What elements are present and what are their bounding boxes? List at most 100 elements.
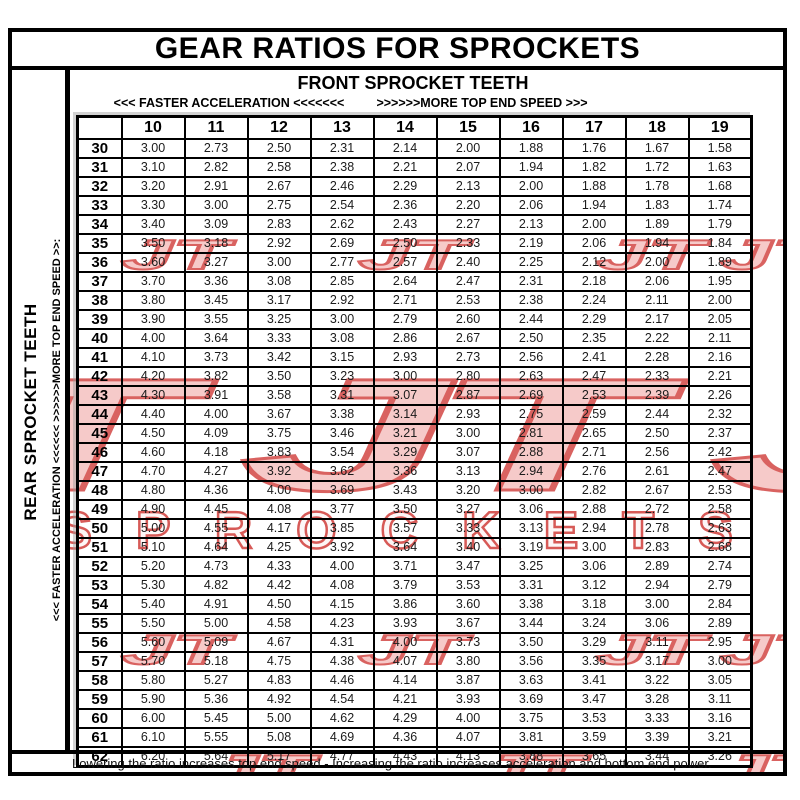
- ratio-cell: 2.87: [435, 384, 501, 406]
- ratio-cell: 5.60: [120, 631, 186, 653]
- ratio-cell: 2.22: [624, 327, 690, 349]
- rear-teeth-header-cell: 31: [76, 156, 123, 178]
- ratio-cell: 3.05: [687, 669, 753, 691]
- ratio-cell: 2.67: [246, 175, 312, 197]
- ratio-cell: 2.92: [246, 232, 312, 254]
- ratio-cell: 3.54: [309, 441, 375, 463]
- ratio-cell: 3.11: [687, 688, 753, 710]
- ratio-cell: 5.10: [120, 536, 186, 558]
- ratio-cell: 3.58: [246, 384, 312, 406]
- ratio-cell: 3.00: [687, 650, 753, 672]
- ratio-cell: 3.00: [561, 536, 627, 558]
- ratio-cell: 2.80: [435, 365, 501, 387]
- ratio-cell: 4.46: [309, 669, 375, 691]
- ratio-cell: 4.50: [246, 593, 312, 615]
- ratio-cell: 3.33: [624, 707, 690, 729]
- rear-teeth-header-cell: 38: [76, 289, 123, 311]
- ratio-cell: 3.57: [372, 517, 438, 539]
- ratio-cell: 3.73: [435, 631, 501, 653]
- ratio-cell: 3.33: [435, 517, 501, 539]
- ratio-table-header-row: 10 11 12 13 14 15 16 17 18 19: [76, 115, 753, 140]
- ratio-cell: 4.62: [309, 707, 375, 729]
- table-row: 40 4.00 3.64 3.33 3.08 2.86 2.67 2.50 2.35 2.22 2.…: [76, 327, 753, 349]
- ratio-cell: 3.50: [120, 232, 186, 254]
- table-row: 48 4.80 4.36 4.00 3.69 3.43 3.20 3.00 2.82 2.67 2.…: [76, 479, 753, 501]
- ratio-cell: 1.72: [624, 156, 690, 178]
- ratio-cell: 3.69: [309, 479, 375, 501]
- ratio-cell: 4.08: [246, 498, 312, 520]
- ratio-cell: 2.00: [624, 251, 690, 273]
- ratio-cell: 3.00: [624, 593, 690, 615]
- ratio-cell: 3.00: [309, 308, 375, 330]
- ratio-cell: 1.82: [561, 156, 627, 178]
- ratio-cell: 3.21: [372, 422, 438, 444]
- ratio-cell: 2.93: [372, 346, 438, 368]
- table-row: 31 3.10 2.82 2.58 2.38 2.21 2.07 1.94 1.82 1.72 1.…: [76, 156, 753, 178]
- table-row: 50 5.00 4.55 4.17 3.85 3.57 3.33 3.13 2.94 2.78 2.…: [76, 517, 753, 539]
- rear-teeth-header-cell: 52: [76, 555, 123, 577]
- rear-sprocket-teeth-label: REAR SPROCKET TEETH: [21, 303, 40, 521]
- rear-teeth-header-cell: 37: [76, 270, 123, 292]
- left-label-zone: REAR SPROCKET TEETH <<< FASTER ACCELERAT…: [12, 70, 70, 750]
- ratio-cell: 2.50: [372, 232, 438, 254]
- ratio-cell: 2.93: [435, 403, 501, 425]
- table-row: 32 3.20 2.91 2.67 2.46 2.29 2.13 2.00 1.88 1.78 1.…: [76, 175, 753, 197]
- ratio-cell: 2.58: [687, 498, 753, 520]
- title-bar: GEAR RATIOS FOR SPROCKETS: [12, 32, 783, 70]
- front-teeth-header-cell: 19: [687, 115, 753, 140]
- ratio-cell: 3.50: [372, 498, 438, 520]
- ratio-cell: 4.45: [183, 498, 249, 520]
- ratio-cell: 3.86: [372, 593, 438, 615]
- ratio-cell: 4.18: [183, 441, 249, 463]
- ratio-cell: 4.00: [372, 631, 438, 653]
- ratio-cell: 1.95: [687, 270, 753, 292]
- ratio-cell: 2.46: [309, 175, 375, 197]
- ratio-cell: 3.27: [435, 498, 501, 520]
- table-row: 56 5.60 5.09 4.67 4.31 4.00 3.73 3.50 3.29 3.11 2.…: [76, 631, 753, 653]
- ratio-cell: 2.06: [624, 270, 690, 292]
- ratio-cell: 2.79: [372, 308, 438, 330]
- table-row: 61 6.10 5.55 5.08 4.69 4.36 4.07 3.81 3.59 3.39 3.…: [76, 726, 753, 748]
- ratio-cell: 4.25: [246, 536, 312, 558]
- rear-teeth-header-cell: 48: [76, 479, 123, 501]
- ratio-cell: 2.82: [183, 156, 249, 178]
- ratio-cell: 1.89: [624, 213, 690, 235]
- table-row: 38 3.80 3.45 3.17 2.92 2.71 2.53 2.38 2.24 2.11 2.…: [76, 289, 753, 311]
- ratio-cell: 2.89: [687, 612, 753, 634]
- ratio-cell: 2.13: [498, 213, 564, 235]
- ratio-cell: 4.92: [246, 688, 312, 710]
- ratio-cell: 2.75: [498, 403, 564, 425]
- front-teeth-header-cell: 15: [435, 115, 501, 140]
- ratio-cell: 2.53: [561, 384, 627, 406]
- ratio-cell: 2.27: [435, 213, 501, 235]
- rear-teeth-header-cell: 34: [76, 213, 123, 235]
- front-teeth-header-cell: 14: [372, 115, 438, 140]
- ratio-cell: 3.91: [183, 384, 249, 406]
- ratio-cell: 2.17: [624, 308, 690, 330]
- ratio-cell: 2.57: [372, 251, 438, 273]
- ratio-cell: 2.50: [246, 137, 312, 159]
- ratio-cell: 1.88: [561, 175, 627, 197]
- ratio-cell: 2.38: [309, 156, 375, 178]
- ratio-cell: 3.59: [561, 726, 627, 748]
- ratio-cell: 5.80: [120, 669, 186, 691]
- ratio-cell: 3.80: [120, 289, 186, 311]
- ratio-cell: 3.30: [120, 194, 186, 216]
- ratio-cell: 2.69: [309, 232, 375, 254]
- ratio-cell: 3.29: [372, 441, 438, 463]
- table-row: 58 5.80 5.27 4.83 4.46 4.14 3.87 3.63 3.41 3.22 3.…: [76, 669, 753, 691]
- front-teeth-header-cell: 13: [309, 115, 375, 140]
- ratio-cell: 2.18: [561, 270, 627, 292]
- ratio-cell: 2.35: [561, 327, 627, 349]
- ratio-cell: 3.92: [246, 460, 312, 482]
- ratio-cell: 4.91: [183, 593, 249, 615]
- ratio-cell: 2.06: [561, 232, 627, 254]
- ratio-cell: 2.88: [498, 441, 564, 463]
- ratio-cell: 3.53: [561, 707, 627, 729]
- rear-teeth-header-cell: 56: [76, 631, 123, 653]
- ratio-cell: 3.21: [687, 726, 753, 748]
- ratio-cell: 3.17: [246, 289, 312, 311]
- ratio-cell: 3.17: [624, 650, 690, 672]
- ratio-cell: 3.82: [183, 365, 249, 387]
- ratio-cell: 4.00: [183, 403, 249, 425]
